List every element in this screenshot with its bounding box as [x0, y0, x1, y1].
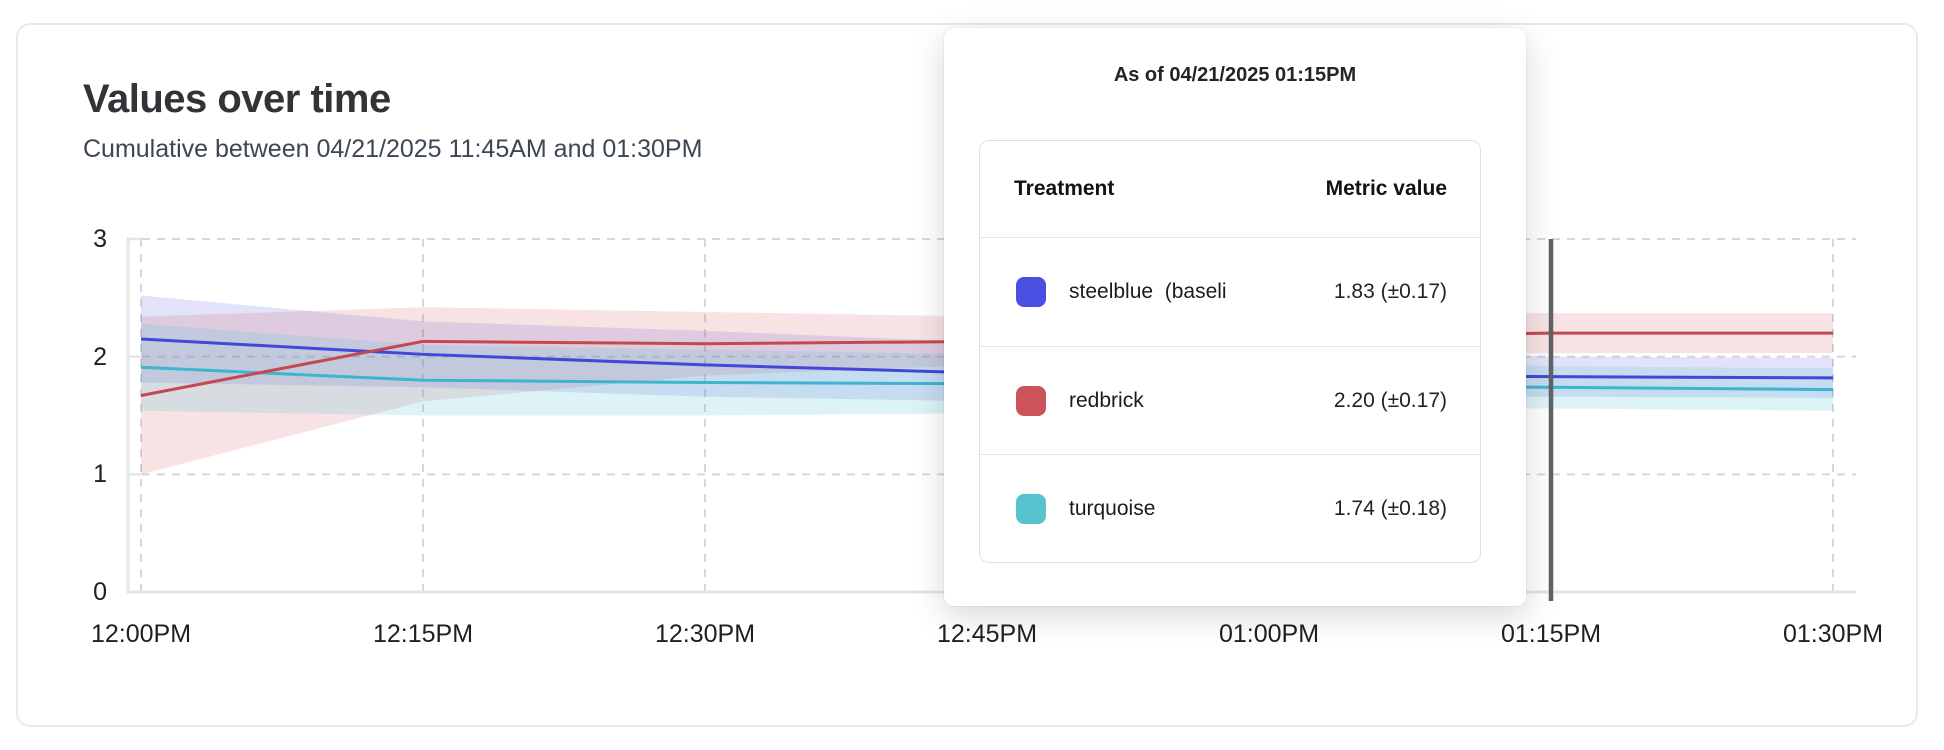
series-metric-value: 1.83 (±0.17) [1333, 280, 1447, 303]
tooltip-table-header: Treatment Metric value [980, 141, 1480, 238]
series-name: redbrick [1069, 388, 1144, 412]
x-axis-tick-label: 12:30PM [654, 620, 756, 648]
x-axis-tick-label: 01:15PM [1500, 620, 1602, 648]
tooltip-row: redbrick 2.20 (±0.17) [980, 346, 1480, 454]
chart-tooltip: As of 04/21/2025 01:15PM Treatment Metri… [944, 28, 1526, 606]
series-name: steelblue (baseli [1069, 280, 1227, 303]
x-axis-tick-label: 01:30PM [1782, 620, 1884, 648]
series-color-swatch [1016, 385, 1046, 416]
y-axis-tick-label: 2 [93, 342, 107, 371]
series-color-swatch [1016, 277, 1046, 307]
series-metric-value: 2.20 (±0.17) [1333, 388, 1447, 412]
y-axis-tick-label: 1 [93, 460, 107, 489]
x-axis-tick-label: 12:00PM [90, 620, 192, 648]
tooltip-timestamp: As of 04/21/2025 01:15PM [1113, 64, 1357, 86]
series-name: turquoise [1069, 496, 1156, 520]
chart-subtitle: Cumulative between 04/21/2025 11:45AM an… [83, 135, 703, 163]
series-metric-value: 1.74 (±0.18) [1333, 496, 1447, 520]
tooltip-col-metric-value: Metric value [1325, 177, 1447, 200]
tooltip-rows: steelblue (baseli 1.83 (±0.17) redbrick 2.2… [980, 238, 1480, 562]
x-axis-tick-label: 12:45PM [936, 620, 1038, 648]
tooltip-row: turquoise 1.74 (±0.18) [980, 454, 1480, 562]
tooltip-table: Treatment Metric value steelblue (baseli… [979, 140, 1481, 563]
tooltip-row: steelblue (baseli 1.83 (±0.17) [980, 238, 1480, 346]
x-axis-tick-label: 01:00PM [1218, 620, 1320, 648]
y-axis-tick-label: 0 [93, 578, 107, 606]
series-color-swatch [1016, 493, 1046, 524]
tooltip-col-treatment: Treatment [1014, 177, 1115, 200]
y-axis-tick-label: 3 [93, 225, 107, 253]
chart-title: Values over time [83, 77, 391, 121]
x-axis-tick-label: 12:15PM [372, 620, 474, 648]
